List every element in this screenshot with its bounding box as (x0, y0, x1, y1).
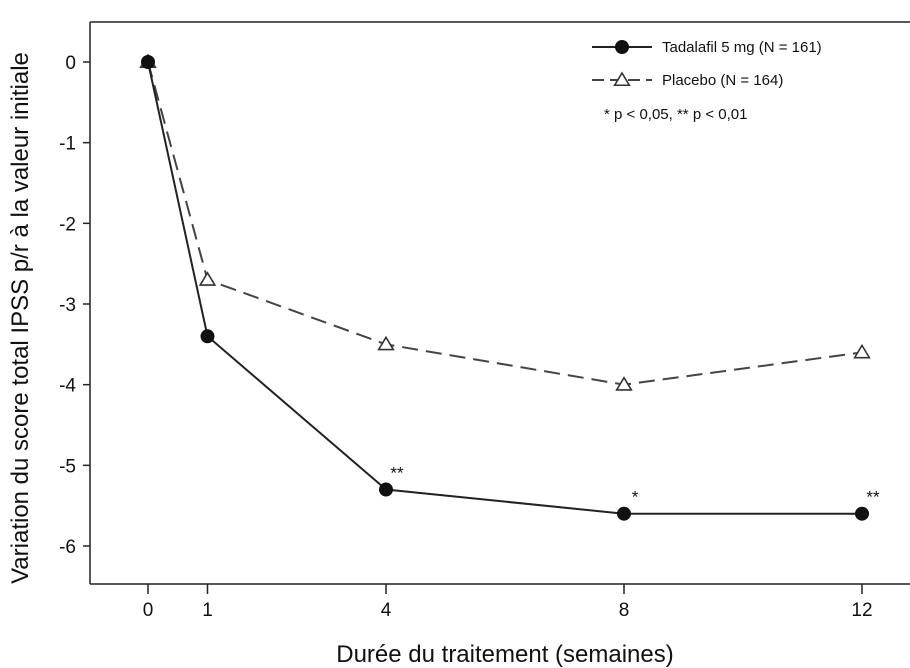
data-point-tadalafil (141, 55, 155, 69)
x-tick-label: 8 (619, 600, 630, 621)
significance-label: * (632, 488, 639, 507)
data-point-tadalafil (855, 506, 869, 521)
data-point-placebo (198, 271, 217, 286)
significance-label: ** (390, 464, 404, 483)
legend-significance-note: * p < 0,05, ** p < 0,01 (604, 106, 747, 123)
x-axis-title: Durée du traitement (semaines) (336, 641, 673, 668)
significance-label: ** (866, 488, 880, 507)
legend-label-placebo: Placebo (N = 164) (662, 72, 783, 89)
y-tick-label: -2 (59, 214, 76, 235)
x-tick-label: 1 (202, 600, 213, 621)
y-tick-label: -1 (59, 134, 76, 155)
y-tick-label: -6 (59, 537, 76, 558)
data-point-tadalafil (617, 506, 631, 521)
significance-annotations: *** ** (390, 464, 880, 507)
y-tick-label: -3 (59, 295, 76, 316)
data-point-placebo (377, 335, 395, 351)
data-point-placebo (615, 376, 633, 391)
data-point-tadalafil (200, 329, 215, 344)
data-point-tadalafil (379, 482, 393, 497)
series-line-0 (147, 61, 862, 515)
legend-marker-placebo (613, 71, 631, 87)
legend-label-tadalafil: Tadalafil 5 mg (N = 161) (662, 39, 822, 56)
y-tick-label: 0 (65, 53, 76, 74)
series-line-1 (147, 61, 863, 386)
x-tick-label: 4 (381, 600, 392, 621)
y-tick-label: -4 (59, 376, 76, 397)
x-tick-label: 12 (851, 600, 872, 621)
y-axis-title: Variation du score total IPSS p/r à la v… (7, 52, 34, 584)
legend: Tadalafil 5 mg (N = 161) Placebo (N = 164… (592, 39, 822, 123)
series-layer (139, 53, 871, 521)
x-tick-label: 0 (143, 600, 154, 621)
data-point-placebo (853, 343, 871, 359)
y-tick-label: -5 (59, 456, 76, 477)
axes: 0 -1 -2 -3 -4 -5 -6 0 1 4 8 12 (59, 21, 910, 621)
legend-marker-tadalafil (615, 40, 629, 54)
